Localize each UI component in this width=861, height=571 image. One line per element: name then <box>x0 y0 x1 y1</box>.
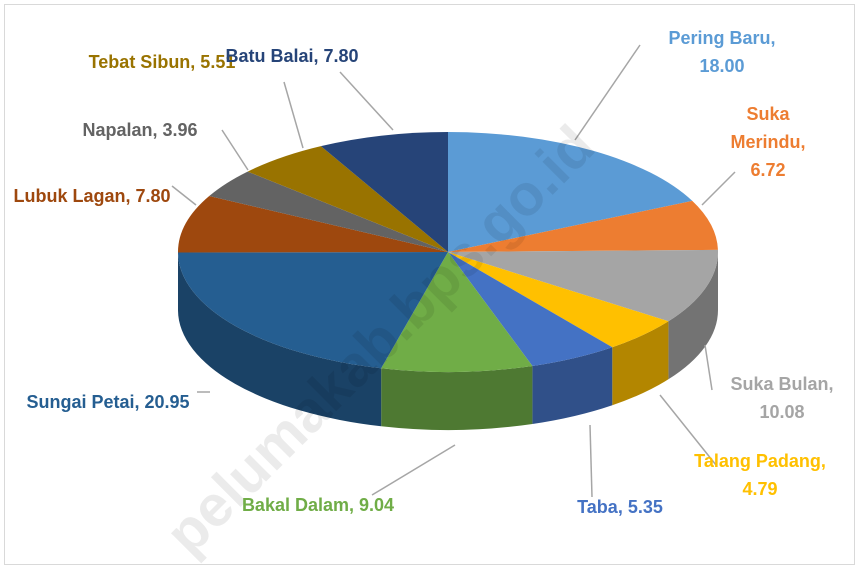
data-label: Sungai Petai, 20.95 <box>26 392 190 412</box>
slice <box>209 171 448 252</box>
leader-line <box>701 171 736 206</box>
slice <box>448 200 718 252</box>
slice <box>247 146 448 252</box>
data-label: Suka Bulan, 10.08 <box>730 374 834 422</box>
slice <box>448 252 669 348</box>
leader-line <box>221 129 249 171</box>
leader-line <box>283 81 304 149</box>
slice-side <box>612 321 669 406</box>
slice <box>448 132 693 252</box>
slice <box>320 132 448 252</box>
slice-side <box>381 365 533 431</box>
data-label: Tebat Sibun, 5.51 <box>88 52 236 72</box>
data-label: Pering Baru, 18.00 <box>668 28 776 76</box>
slice-side <box>178 252 382 427</box>
leader-line <box>339 71 394 131</box>
leader-line <box>371 444 456 496</box>
slice <box>381 252 533 373</box>
data-label: Lubuk Lagan, 7.80 <box>13 186 171 206</box>
frame <box>4 4 855 565</box>
leader-line <box>574 44 641 141</box>
slice <box>178 195 448 253</box>
leader-line <box>659 394 717 466</box>
data-label: Talang Padang, 4.79 <box>694 451 826 499</box>
slice <box>448 249 718 322</box>
data-label: Napalan, 3.96 <box>82 120 198 140</box>
slice <box>178 252 448 369</box>
data-label: Batu Balai, 7.80 <box>225 46 359 66</box>
data-label: Taba, 5.35 <box>577 497 663 517</box>
leader-line <box>589 424 593 498</box>
data-label: Bakal Dalam, 9.04 <box>241 495 395 515</box>
leader-line <box>171 185 197 206</box>
slice <box>448 252 613 366</box>
data-label: Suka Merindu, 6.72 <box>730 104 806 180</box>
slice-side <box>532 347 613 424</box>
slice-side <box>668 252 718 380</box>
leader-line <box>704 344 713 391</box>
